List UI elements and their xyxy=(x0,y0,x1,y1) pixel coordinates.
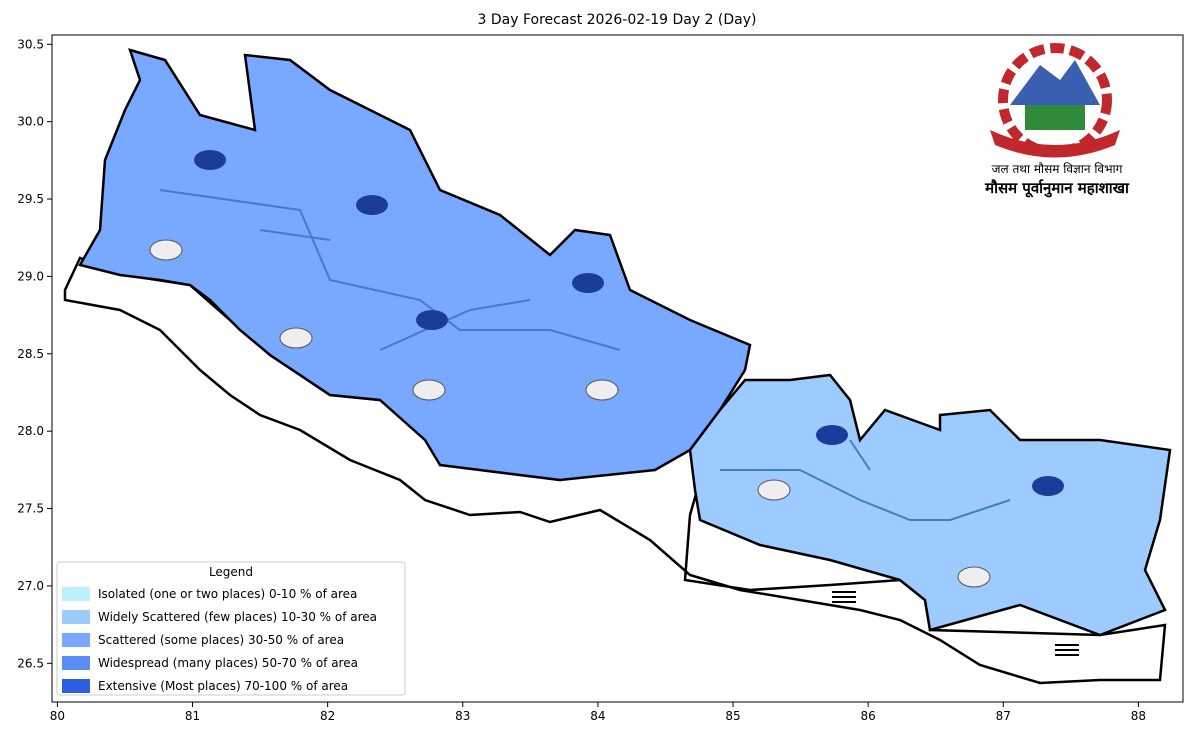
legend-swatch xyxy=(62,633,90,647)
legend-swatch xyxy=(62,656,90,670)
snow-cloud-icon xyxy=(194,150,226,170)
x-tick-label: 84 xyxy=(590,709,605,723)
legend-box xyxy=(56,561,406,696)
y-tick-label: 29.0 xyxy=(17,269,44,283)
rain-cloud-icon xyxy=(585,379,619,401)
weather-icons xyxy=(149,150,1079,656)
legend-label: Scattered (some places) 30-50 % of area xyxy=(98,633,344,647)
rain-cloud-icon xyxy=(957,566,991,588)
eastern-region xyxy=(688,373,1172,637)
map-title: 3 Day Forecast 2026-02-19 Day 2 (Day) xyxy=(478,12,757,28)
snow-cloud-icon xyxy=(1032,476,1064,496)
rain-cloud-icon xyxy=(757,479,791,501)
regions xyxy=(63,48,1172,685)
x-tick-label: 81 xyxy=(185,709,200,723)
rain-cloud-icon xyxy=(149,239,183,261)
y-tick-label: 27.0 xyxy=(17,579,44,593)
x-tick-label: 88 xyxy=(1131,709,1146,723)
rain-cloud-icon xyxy=(279,327,313,349)
y-tick-label: 26.5 xyxy=(17,656,44,670)
legend-swatch xyxy=(62,610,90,624)
emblem: जल तथा मौसम विज्ञान विभाग मौसम पूर्वानुम… xyxy=(984,43,1130,198)
y-tick-label: 29.5 xyxy=(17,192,44,206)
y-tick-label: 27.5 xyxy=(17,502,44,516)
emblem-mountain xyxy=(1010,60,1100,105)
legend-swatch xyxy=(62,587,90,601)
snow-cloud-icon xyxy=(572,273,604,293)
legend: Legend Isolated (one or two places) 0-10… xyxy=(56,561,406,696)
x-tick-label: 86 xyxy=(861,709,876,723)
agency-name: जल तथा मौसम विज्ञान विभाग xyxy=(992,162,1123,176)
x-tick-label: 85 xyxy=(725,709,740,723)
y-tick-label: 28.5 xyxy=(17,347,44,361)
legend-label: Widely Scattered (few places) 10-30 % of… xyxy=(98,610,377,624)
legend-title: Legend xyxy=(209,565,253,579)
division-name: मौसम पूर्वानुमान महाशाखा xyxy=(984,179,1130,198)
snow-cloud-icon xyxy=(356,195,388,215)
legend-label: Extensive (Most places) 70-100 % of area xyxy=(98,679,348,693)
y-tick-label: 30.0 xyxy=(17,115,44,129)
snow-cloud-icon xyxy=(416,310,448,330)
emblem-land xyxy=(1025,105,1085,130)
x-tick-label: 83 xyxy=(455,709,470,723)
y-tick-label: 28.0 xyxy=(17,424,44,438)
x-tick-label: 87 xyxy=(996,709,1011,723)
legend-label: Widespread (many places) 50-70 % of area xyxy=(98,656,358,670)
x-tick-label: 80 xyxy=(50,709,65,723)
snow-cloud-icon xyxy=(816,425,848,445)
legend-swatch xyxy=(62,679,90,693)
fog-icons xyxy=(832,591,1079,656)
rain-cloud-icon xyxy=(412,379,446,401)
emblem-ribbon xyxy=(990,130,1120,158)
x-tick-label: 82 xyxy=(320,709,335,723)
province-lines xyxy=(159,189,1011,521)
y-tick-label: 30.5 xyxy=(17,37,44,51)
legend-label: Isolated (one or two places) 0-10 % of a… xyxy=(98,587,357,601)
